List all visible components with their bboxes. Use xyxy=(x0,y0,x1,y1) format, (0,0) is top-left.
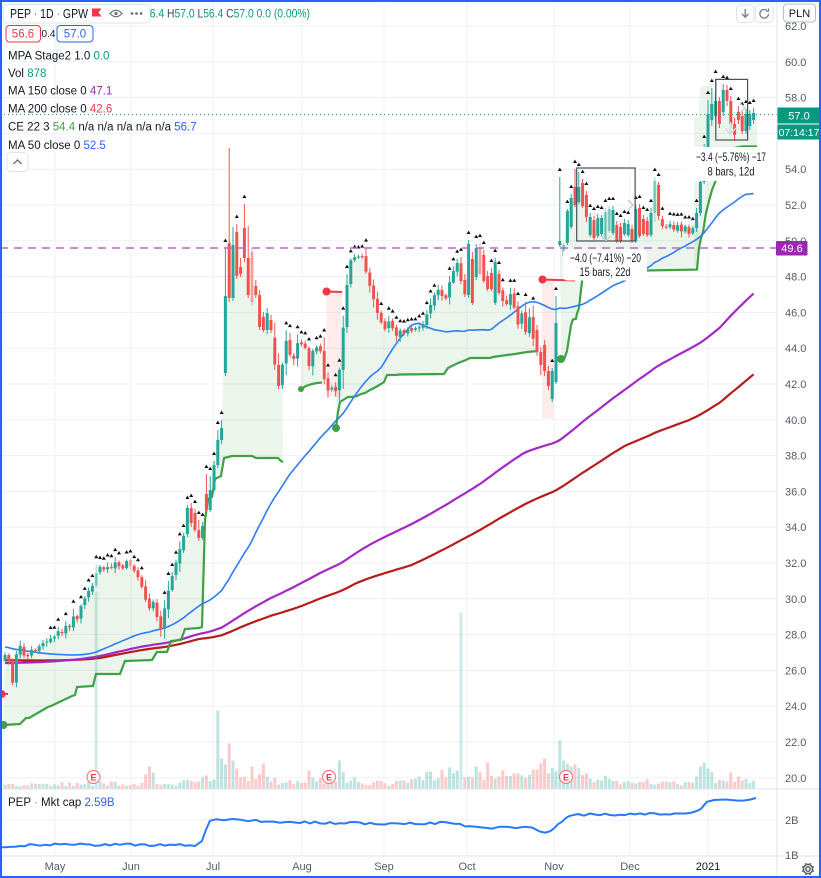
svg-text:24.0: 24.0 xyxy=(785,701,806,713)
svg-text:40.0: 40.0 xyxy=(785,415,806,427)
svg-text:Nov: Nov xyxy=(544,861,564,873)
svg-text:30.0: 30.0 xyxy=(785,594,806,606)
svg-text:CE 22 3 54.4 n/a n/a n/a: CE 22 3 54.4 n/a n/a n/a n/a n/a 56.7 xyxy=(8,122,197,134)
svg-text:62.0: 62.0 xyxy=(785,21,806,33)
svg-text:32.0: 32.0 xyxy=(785,558,806,570)
svg-text:2B: 2B xyxy=(785,815,798,827)
svg-text:PEP · Mkt cap 2.59B: PEP · Mkt cap 2.59B xyxy=(8,797,115,809)
svg-text:MA 200 close 0 42.6: MA 200 close 0 42.6 xyxy=(8,104,112,116)
svg-text:60.0: 60.0 xyxy=(785,57,806,69)
svg-text:22.0: 22.0 xyxy=(785,737,806,749)
svg-text:0.4: 0.4 xyxy=(42,29,56,40)
svg-text:44.0: 44.0 xyxy=(785,343,806,355)
svg-text:15 bars, 22d: 15 bars, 22d xyxy=(580,265,631,279)
svg-text:E: E xyxy=(563,773,569,783)
svg-text:O56.4 H57.0 L56.4 C57.0 0.0 (0: O56.4 H57.0 L56.4 C57.0 0.0 (0.00%) xyxy=(136,9,310,21)
svg-text:26.0: 26.0 xyxy=(785,665,806,677)
svg-text:56.6: 56.6 xyxy=(12,29,34,41)
svg-text:38.0: 38.0 xyxy=(785,451,806,463)
svg-text:Aug: Aug xyxy=(292,861,312,873)
svg-text:07:14:17: 07:14:17 xyxy=(779,127,820,139)
svg-text:49.6: 49.6 xyxy=(781,243,802,255)
svg-text:46.0: 46.0 xyxy=(785,307,806,319)
svg-text:1B: 1B xyxy=(785,850,798,862)
svg-text:−4.0 (−7.41%) −20: −4.0 (−7.41%) −20 xyxy=(570,251,641,265)
svg-text:57.0: 57.0 xyxy=(64,29,86,41)
svg-text:May: May xyxy=(45,861,66,873)
svg-text:MA 150 close 0 47.1: MA 150 close 0 47.1 xyxy=(8,86,112,98)
svg-text:36.0: 36.0 xyxy=(785,486,806,498)
svg-text:−3.4 (−5.76%) −17: −3.4 (−5.76%) −17 xyxy=(696,150,766,164)
svg-text:8 bars, 12d: 8 bars, 12d xyxy=(708,165,755,179)
svg-text:Jul: Jul xyxy=(206,861,220,873)
svg-text:48.0: 48.0 xyxy=(785,272,806,284)
svg-text:PLN: PLN xyxy=(789,8,810,20)
svg-text:MA 50 close 0 52.5: MA 50 close 0 52.5 xyxy=(8,140,106,152)
svg-text:E: E xyxy=(90,773,96,783)
svg-text:28.0: 28.0 xyxy=(785,630,806,642)
svg-text:E: E xyxy=(326,773,332,783)
svg-text:52.0: 52.0 xyxy=(785,200,806,212)
svg-text:MPA Stage2 1.0 0.0: MPA Stage2 1.0 0.0 xyxy=(8,51,109,63)
svg-text:PEP · 1D · GPW: PEP · 1D · GPW xyxy=(10,6,89,21)
svg-text:Vol 878: Vol 878 xyxy=(8,68,46,80)
svg-text:58.0: 58.0 xyxy=(785,93,806,105)
svg-text:34.0: 34.0 xyxy=(785,522,806,534)
svg-text:Dec: Dec xyxy=(620,861,640,873)
svg-text:20.0: 20.0 xyxy=(785,773,806,785)
svg-text:42.0: 42.0 xyxy=(785,379,806,391)
svg-text:2021: 2021 xyxy=(696,861,720,873)
svg-text:57.0: 57.0 xyxy=(788,111,809,123)
svg-text:Oct: Oct xyxy=(458,861,475,873)
svg-text:Sep: Sep xyxy=(374,861,394,873)
svg-text:54.0: 54.0 xyxy=(785,164,806,176)
svg-text:Jun: Jun xyxy=(122,861,140,873)
